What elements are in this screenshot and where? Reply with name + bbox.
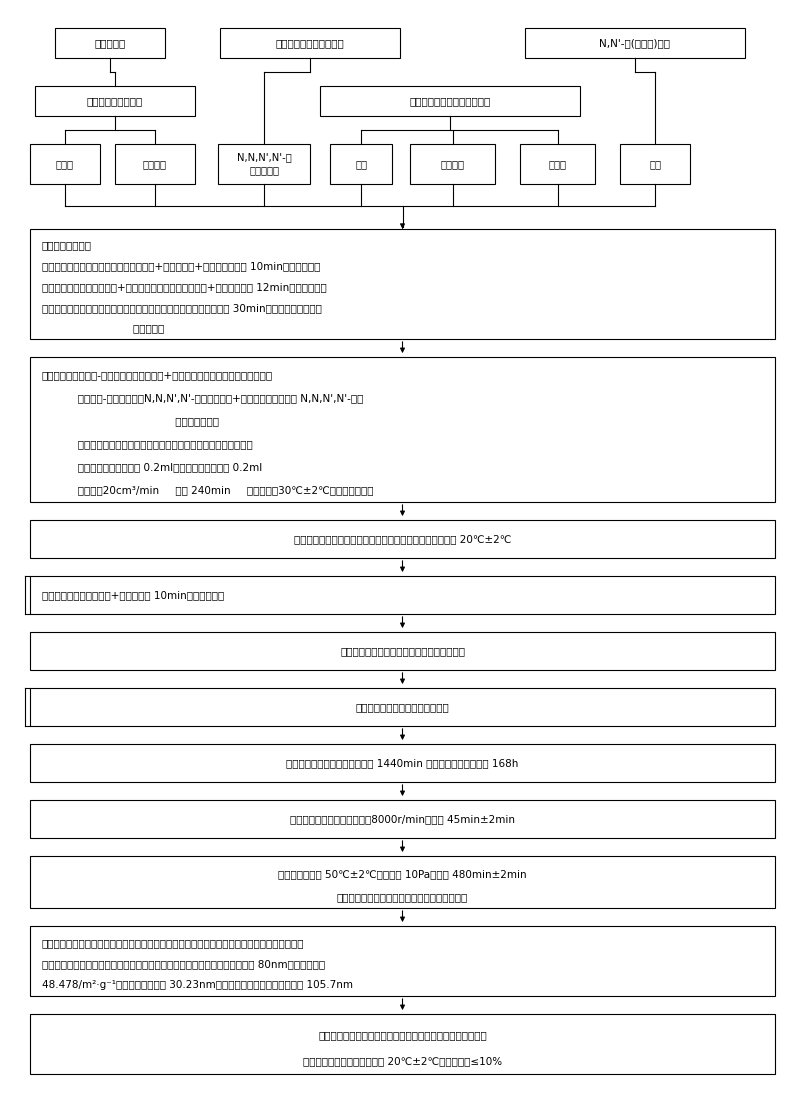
Bar	[330, 144, 392, 184]
Bar	[30, 688, 775, 726]
Text: 透析：透析袋、去离子水，每隔 1440min 换一次去离子水，透析 168h: 透析：透析袋、去离子水，每隔 1440min 换一次去离子水，透析 168h	[286, 758, 518, 768]
Bar	[520, 144, 595, 184]
Bar	[410, 144, 495, 184]
Text: 储存：密闭储存玻璃容器、防水、防潮、防晒、防酸碱盐侵蚀: 储存：密闭储存玻璃容器、防水、防潮、防晒、防酸碱盐侵蚀	[318, 1030, 487, 1040]
Text: N,N,N',N'-四
甲基乙二胺: N,N,N',N'-四 甲基乙二胺	[237, 153, 291, 176]
Text: 设备：电热皿、水浴缸、四口烧瓶、氮气管、滴液漏斗、出气管: 设备：电热皿、水浴缸、四口烧瓶、氮气管、滴液漏斗、出气管	[42, 439, 253, 449]
Text: 失水山梨醇单油酸酯: 失水山梨醇单油酸酯	[87, 96, 143, 106]
Bar	[30, 144, 100, 184]
Text: 异辛烷: 异辛烷	[56, 159, 74, 169]
Text: 甲基丙烯酸: 甲基丙烯酸	[94, 38, 126, 48]
Text: 配制油包水反相微乳液：油相溶液为母液，滴加水相溶液，搅拌时间 30min，成：透明泛微蓝光: 配制油包水反相微乳液：油相溶液为母液，滴加水相溶液，搅拌时间 30min，成：透…	[42, 303, 322, 313]
Bar	[320, 86, 580, 116]
Text: 洁净水: 洁净水	[549, 159, 566, 169]
Text: 配制氧化-还原引发剂：N,N,N',N'-四甲苯乙二胺+去离子水、搅拌，成 N,N,N',N'-四甲: 配制氧化-还原引发剂：N,N,N',N'-四甲苯乙二胺+去离子水、搅拌，成 N,…	[42, 394, 363, 404]
Text: 48.478/m²·g⁻¹，网孔平均直径为 30.23nm，等电点处粒子流体力学直径为 105.7nm: 48.478/m²·g⁻¹，网孔平均直径为 30.23nm，等电点处粒子流体力学…	[42, 980, 353, 990]
Text: N,N'-双(丙烯酰)胱胺: N,N'-双(丙烯酰)胱胺	[599, 38, 670, 48]
Text: 破乳、沉淀：微凝胶乳液+丙酮，搅拌 10min，破乳、沉淀: 破乳、沉淀：微凝胶乳液+丙酮，搅拌 10min，破乳、沉淀	[42, 589, 224, 599]
Bar	[30, 926, 775, 997]
Bar	[30, 229, 775, 340]
Text: 抽滤：抽滤瓶、中速定性滤纸、留置产物滤饼: 抽滤：抽滤瓶、中速定性滤纸、留置产物滤饼	[340, 646, 465, 656]
Bar	[35, 86, 195, 116]
Bar	[218, 144, 310, 184]
Text: 洗涤：丙酮、搅拌，重复进行十次: 洗涤：丙酮、搅拌，重复进行十次	[356, 702, 450, 712]
Text: 去离子水: 去离子水	[441, 159, 465, 169]
Text: 聚氧乙烯失水山梨醇单油酸酯: 聚氧乙烯失水山梨醇单油酸酯	[410, 96, 490, 106]
Text: 苯乙二胺水溶液: 苯乙二胺水溶液	[42, 417, 219, 427]
Bar	[30, 1014, 775, 1074]
Bar	[30, 744, 775, 782]
Bar	[30, 357, 775, 502]
Text: 聚合反应：配制氧化-还原引发剂：过硫酸铵+去离子水、搅拌，成过硫酸铵水溶液: 聚合反应：配制氧化-还原引发剂：过硫酸铵+去离子水、搅拌，成过硫酸铵水溶液	[42, 371, 273, 380]
Text: 甲基丙烯酸二乙氨基乙醇: 甲基丙烯酸二乙氨基乙醇	[276, 38, 344, 48]
Text: 反相微乳液: 反相微乳液	[42, 324, 164, 334]
Bar	[115, 144, 195, 184]
Text: 配制油相溶液：失水山梨醇+聚氧乙烯失水山梨醇单油酸酯+异辛烷，搅拌 12min，成油相溶液: 配制油相溶液：失水山梨醇+聚氧乙烯失水山梨醇单油酸酯+异辛烷，搅拌 12min，…	[42, 282, 326, 292]
Bar	[30, 576, 775, 614]
Bar	[30, 632, 775, 670]
Text: 检测、化验、分析、表征：对产物形貌、色泽、化学组分、颗粒直径、化学物理性能进行化验、: 检测、化验、分析、表征：对产物形貌、色泽、化学组分、颗粒直径、化学物理性能进行化…	[42, 938, 305, 948]
Text: 真空干燥：温度 50℃±2℃，真空度 10Pa，时间 480min±2min: 真空干燥：温度 50℃±2℃，真空度 10Pa，时间 480min±2min	[278, 869, 527, 879]
Text: 阴凉、干燥、洁净环境，温度 20℃±2℃，相对湿度≤10%: 阴凉、干燥、洁净环境，温度 20℃±2℃，相对湿度≤10%	[303, 1056, 502, 1066]
Text: 充氮气：20cm³/min     搅拌 240min     加热恒温：30℃±2℃，成微凝胶乳液: 充氮气：20cm³/min 搅拌 240min 加热恒温：30℃±2℃，成微凝胶…	[42, 486, 374, 495]
Text: 干燥后成：聚两性电解质微乳胶乳白色粉体颗粒: 干燥后成：聚两性电解质微乳胶乳白色粉体颗粒	[337, 891, 468, 901]
Text: 配制水相溶液：甲基丙烯酸二乙氨基乙酯+甲基丙烯酸+去离子水，搅拌 10min，成水相溶液: 配制水相溶液：甲基丙烯酸二乙氨基乙酯+甲基丙烯酸+去离子水，搅拌 10min，成…	[42, 261, 320, 271]
Bar	[620, 144, 690, 184]
Text: 离心分离：离心机、离心釜，8000r/min，时间 45min±2min: 离心分离：离心机、离心釜，8000r/min，时间 45min±2min	[290, 814, 515, 824]
Bar	[525, 28, 745, 58]
Bar	[220, 28, 400, 58]
Text: 丙酮: 丙酮	[355, 159, 367, 169]
Bar	[55, 28, 165, 58]
Bar	[30, 856, 775, 908]
Text: 配制反相微乳液：: 配制反相微乳液：	[42, 241, 92, 251]
Text: 分析、表征，产物为乳白色网孔形疏松状粉体颗粒，干态球形颗粒平均直径为 80nm，比表面积为: 分析、表征，产物为乳白色网孔形疏松状粉体颗粒，干态球形颗粒平均直径为 80nm，…	[42, 959, 325, 969]
Text: 过硫酸铵: 过硫酸铵	[143, 159, 167, 169]
Text: 冷却：关闭加热皿、氮气瓶、搅拌器，水浴水温度自然降至 20℃±2℃: 冷却：关闭加热皿、氮气瓶、搅拌器，水浴水温度自然降至 20℃±2℃	[294, 534, 511, 544]
Bar	[30, 800, 775, 838]
Bar	[30, 520, 775, 559]
Text: 滴加：过硫酸铵水溶液 0.2ml、亚硫酸氢钠水溶液 0.2ml: 滴加：过硫酸铵水溶液 0.2ml、亚硫酸氢钠水溶液 0.2ml	[42, 462, 262, 472]
Text: 氮气: 氮气	[649, 159, 661, 169]
